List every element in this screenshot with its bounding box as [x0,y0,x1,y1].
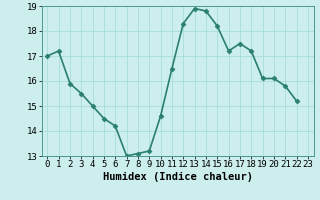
X-axis label: Humidex (Indice chaleur): Humidex (Indice chaleur) [103,172,252,182]
